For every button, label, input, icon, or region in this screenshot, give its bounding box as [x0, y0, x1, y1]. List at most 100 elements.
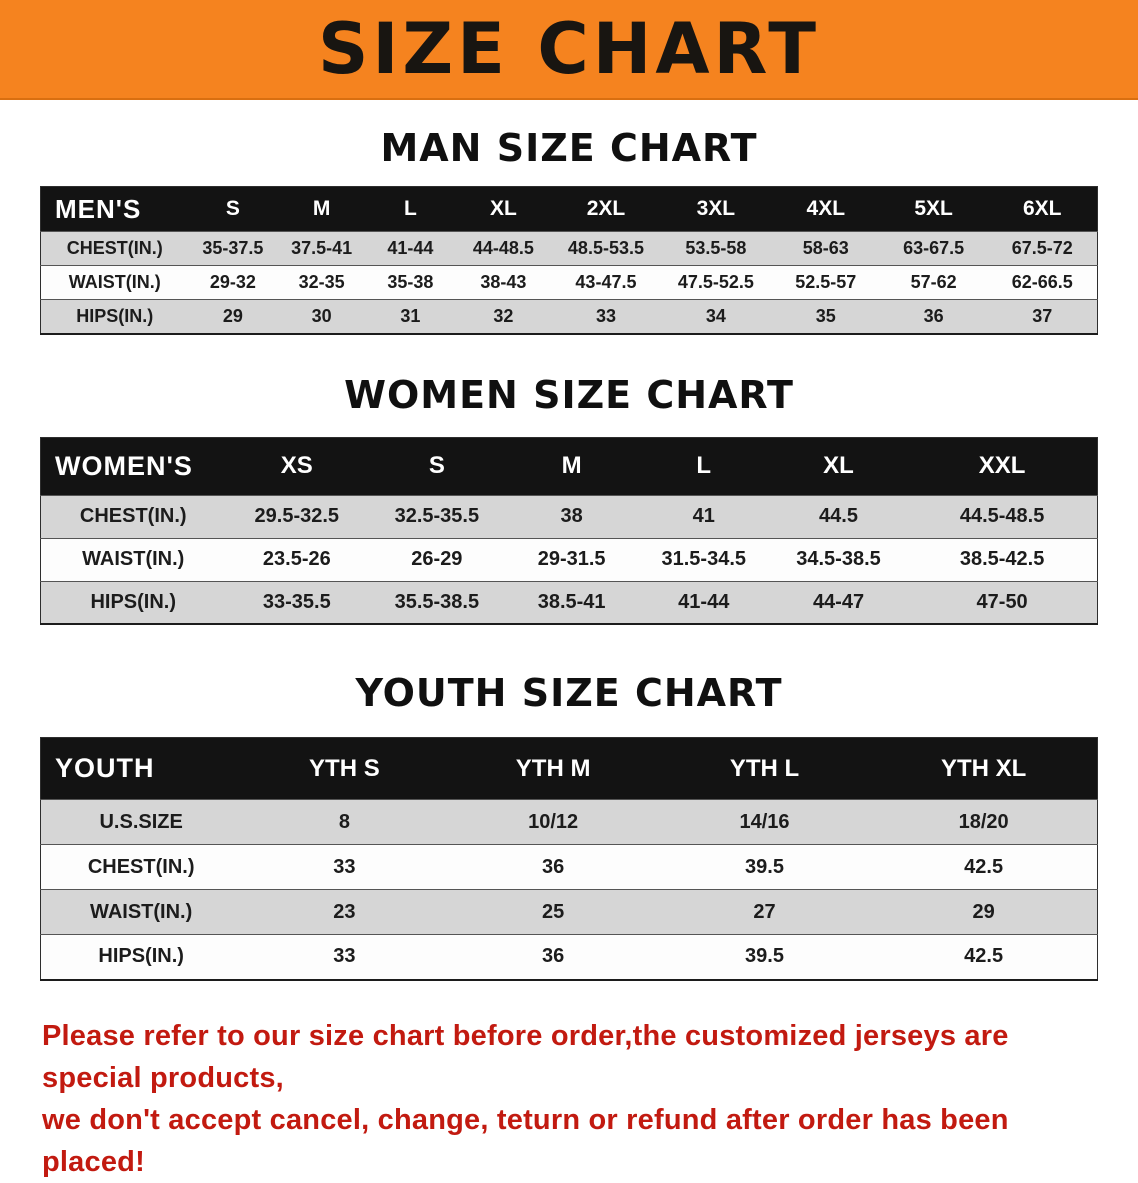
men-table-head: MEN'S S M L XL 2XL 3XL 4XL 5XL 6XL [40, 186, 1098, 232]
women-section-heading: WOMEN SIZE CHART [344, 372, 794, 417]
column-header: S [188, 186, 278, 232]
column-header: YTH XL [870, 737, 1098, 800]
column-header: 4XL [771, 186, 880, 232]
column-header: L [366, 186, 455, 232]
table-cell: 29-31.5 [505, 537, 638, 581]
table-row: CHEST(IN.) 29.5-32.5 32.5-35.5 38 41 44.5 44.5… [40, 494, 1098, 538]
table-cell: 29-32 [188, 265, 278, 300]
column-header: 3XL [659, 186, 772, 232]
table-cell: 25 [447, 889, 659, 935]
table-cell: 44-48.5 [454, 231, 553, 266]
column-header: YTH L [658, 737, 871, 800]
women-table-body: CHEST(IN.) 29.5-32.5 32.5-35.5 38 41 44.5 44.5… [40, 494, 1098, 624]
table-cell: 36 [879, 299, 988, 334]
table-cell: 35.5-38.5 [368, 580, 506, 624]
table-cell: 23 [241, 889, 448, 935]
column-header: L [637, 437, 770, 495]
footer-note-line2: we don't accept cancel, change, teturn o… [42, 1103, 1009, 1178]
table-cell: 31.5-34.5 [637, 537, 770, 581]
table-cell: 63-67.5 [879, 231, 988, 266]
table-row: WAIST(IN.) 29-32 32-35 35-38 38-43 43-47.5 47.… [40, 265, 1098, 300]
table-row: HIPS(IN.) 29 30 31 32 33 34 35 36 37 [40, 299, 1098, 334]
row-label: CHEST(IN.) [40, 231, 189, 266]
youth-table-title: YOUTH [40, 737, 242, 800]
column-header: YTH S [241, 737, 448, 800]
table-cell: 32-35 [277, 265, 367, 300]
column-header: 5XL [879, 186, 988, 232]
table-cell: 34 [659, 299, 772, 334]
youth-section-heading: YOUTH SIZE CHART [355, 671, 783, 715]
table-row: HIPS(IN.) 33-35.5 35.5-38.5 38.5-41 41-44 44-… [40, 580, 1098, 624]
table-cell: 35-37.5 [188, 231, 278, 266]
column-header: 2XL [552, 186, 660, 232]
column-header: XXL [907, 437, 1098, 495]
table-cell: 29 [870, 889, 1098, 935]
women-table-head: WOMEN'S XS S M L XL XXL [40, 437, 1098, 495]
youth-size-table: YOUTH YTH S YTH M YTH L YTH XL U.S.SIZE 8 10/1… [40, 737, 1098, 981]
row-label: CHEST(IN.) [40, 494, 226, 538]
youth-header-row: YOUTH YTH S YTH M YTH L YTH XL [40, 737, 1098, 800]
table-cell: 47.5-52.5 [659, 265, 772, 300]
table-cell: 42.5 [870, 844, 1098, 890]
table-cell: 23.5-26 [225, 537, 369, 581]
youth-table-body: U.S.SIZE 8 10/12 14/16 18/20 CHEST(IN.) 33 36 39… [40, 799, 1098, 980]
table-cell: 38-43 [454, 265, 553, 300]
men-table-title: MEN'S [40, 186, 189, 232]
table-row: CHEST(IN.) 35-37.5 37.5-41 41-44 44-48.5 48.5… [40, 231, 1098, 266]
men-header-row: MEN'S S M L XL 2XL 3XL 4XL 5XL 6XL [40, 186, 1098, 232]
table-cell: 41-44 [366, 231, 455, 266]
youth-table-head: YOUTH YTH S YTH M YTH L YTH XL [40, 737, 1098, 800]
banner-title: SIZE CHART [317, 8, 821, 90]
table-cell: 53.5-58 [659, 231, 772, 266]
column-header: S [368, 437, 506, 495]
column-header: XL [454, 186, 553, 232]
table-cell: 38 [505, 494, 638, 538]
table-cell: 39.5 [658, 934, 871, 980]
table-cell: 42.5 [870, 934, 1098, 980]
table-row: U.S.SIZE 8 10/12 14/16 18/20 [40, 799, 1098, 845]
table-cell: 58-63 [771, 231, 880, 266]
women-table-title: WOMEN'S [40, 437, 226, 495]
table-cell: 47-50 [907, 580, 1098, 624]
footer-note: Please refer to our size chart before or… [42, 1015, 1096, 1183]
table-cell: 32 [454, 299, 553, 334]
column-header: YTH M [447, 737, 659, 800]
table-cell: 14/16 [658, 799, 871, 845]
table-row: CHEST(IN.) 33 36 39.5 42.5 [40, 844, 1098, 890]
row-label: U.S.SIZE [40, 799, 242, 845]
column-header: M [505, 437, 638, 495]
column-header: 6XL [987, 186, 1098, 232]
table-cell: 38.5-41 [505, 580, 638, 624]
table-cell: 41 [637, 494, 770, 538]
table-row: HIPS(IN.) 33 36 39.5 42.5 [40, 934, 1098, 980]
table-cell: 62-66.5 [987, 265, 1098, 300]
table-row: WAIST(IN.) 23 25 27 29 [40, 889, 1098, 935]
men-table-body: CHEST(IN.) 35-37.5 37.5-41 41-44 44-48.5 48.5… [40, 231, 1098, 334]
table-row: WAIST(IN.) 23.5-26 26-29 29-31.5 31.5-34.5 34… [40, 537, 1098, 581]
table-cell: 37.5-41 [277, 231, 367, 266]
row-label: HIPS(IN.) [40, 934, 242, 980]
table-cell: 39.5 [658, 844, 871, 890]
table-cell: 29 [188, 299, 278, 334]
row-label: WAIST(IN.) [40, 889, 242, 935]
table-cell: 67.5-72 [987, 231, 1098, 266]
footer-note-line1: Please refer to our size chart before or… [42, 1019, 1009, 1094]
row-label: HIPS(IN.) [40, 580, 226, 624]
table-cell: 41-44 [637, 580, 770, 624]
table-cell: 33 [552, 299, 660, 334]
table-cell: 34.5-38.5 [769, 537, 908, 581]
table-cell: 32.5-35.5 [368, 494, 506, 538]
column-header: XS [225, 437, 369, 495]
table-cell: 57-62 [879, 265, 988, 300]
table-cell: 48.5-53.5 [552, 231, 660, 266]
row-label: CHEST(IN.) [40, 844, 242, 890]
table-cell: 18/20 [870, 799, 1098, 845]
table-cell: 30 [277, 299, 367, 334]
table-cell: 33 [241, 934, 448, 980]
table-cell: 10/12 [447, 799, 659, 845]
table-cell: 44.5-48.5 [907, 494, 1098, 538]
column-header: M [277, 186, 367, 232]
table-cell: 33 [241, 844, 448, 890]
women-size-table: WOMEN'S XS S M L XL XXL CHEST(IN.) 29.5-32.5 32.… [40, 436, 1098, 625]
table-cell: 33-35.5 [225, 580, 369, 624]
